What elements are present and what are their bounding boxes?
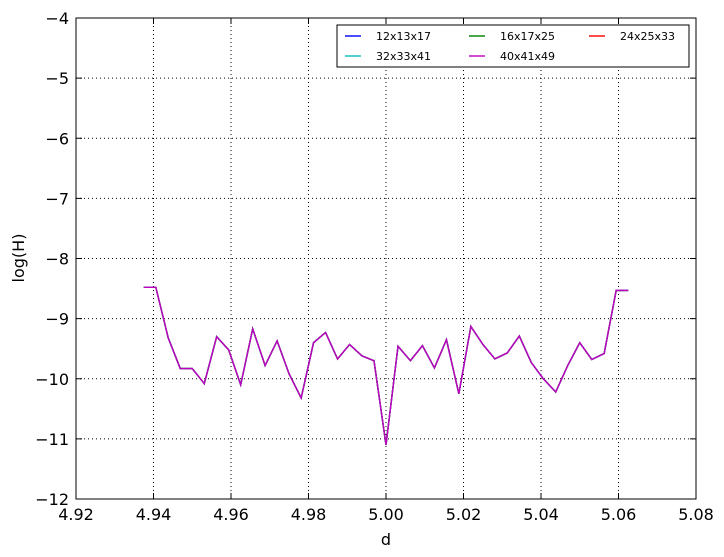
legend-label: 12x13x17 [376,30,431,43]
y-tick-label: −4 [45,9,69,28]
legend-label: 32x33x41 [376,50,431,63]
y-axis-label: log(H) [9,234,28,283]
x-tick-label: 5.06 [601,505,637,524]
x-tick-label: 5.08 [678,505,714,524]
x-tick-label: 4.98 [291,505,327,524]
y-tick-label: −10 [35,370,69,389]
legend-label: 16x17x25 [500,30,555,43]
legend-label: 40x41x49 [500,50,555,63]
series-lines [143,286,629,445]
x-axis-label: d [381,530,391,549]
legend: 12x13x17 16x17x25 24x25x33 32x33x41 40x41x49 [336,24,690,68]
x-tick-label: 5.04 [523,505,559,524]
legend-label: 24x25x33 [620,30,675,43]
y-tick-label: −6 [45,129,69,148]
legend-box [336,24,690,68]
y-tick-label: −5 [45,69,69,88]
x-tick-label: 5.00 [368,505,404,524]
x-tick-label: 4.96 [213,505,249,524]
y-tick-label: −7 [45,189,69,208]
x-tick-label: 4.94 [136,505,172,524]
x-tick-label: 5.02 [446,505,482,524]
y-tick-label: −12 [35,490,69,509]
axis-ticks: 4.92 4.94 4.96 4.98 5.00 5.02 5.04 5.06 5.08 −4 −5… [35,9,714,524]
y-tick-label: −8 [45,250,69,269]
y-tick-label: −9 [45,310,69,329]
y-tick-label: −11 [35,430,69,449]
x-tick-label: 4.92 [58,505,94,524]
series-line-40x41x49 [143,286,629,445]
grid [76,18,696,499]
